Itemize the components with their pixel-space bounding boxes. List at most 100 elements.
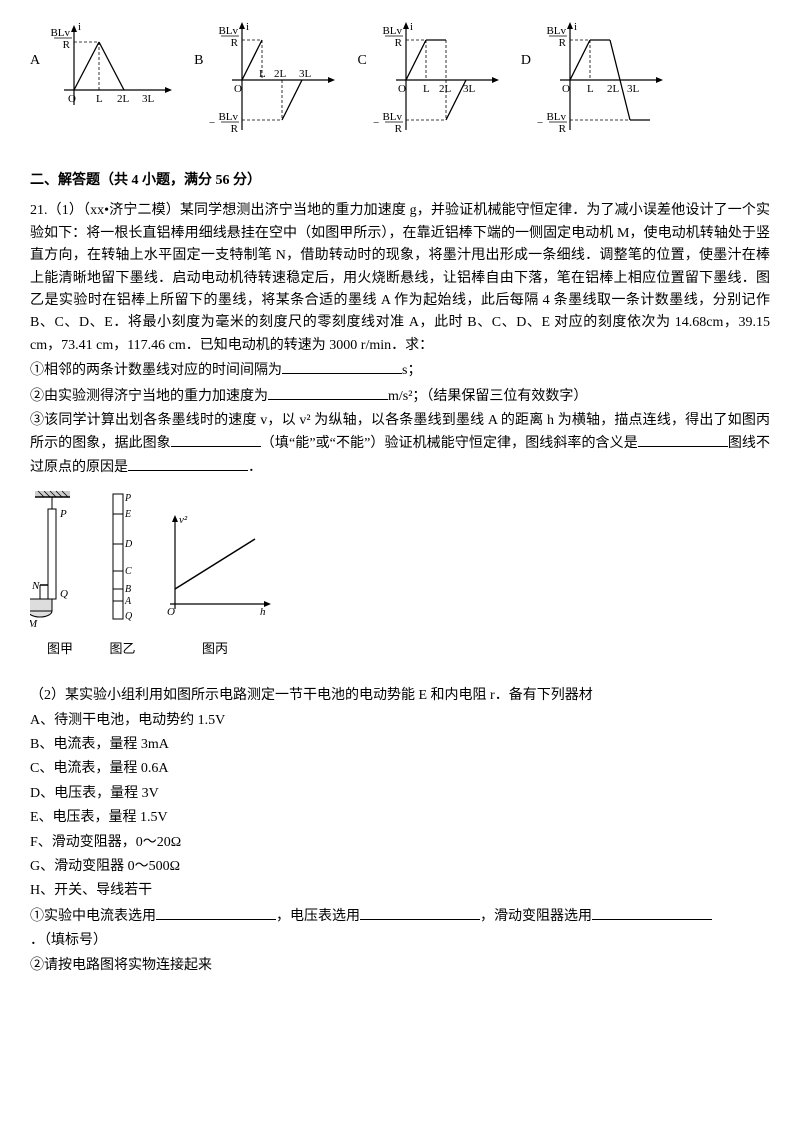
option-a-graph: BLv R i O L 2L 3L (44, 20, 174, 140)
svg-text:−: − (373, 117, 379, 129)
svg-text:2L: 2L (607, 83, 620, 95)
item-A: A、待测干电池，电动势约 1.5V (30, 710, 770, 732)
q21-1-unit: s； (402, 363, 421, 378)
part2-q2: ②请按电路图将实物连接起来 (30, 955, 770, 977)
svg-text:h: h (260, 606, 266, 618)
multiple-choice-options: A BLv R i O L 2L 3L B BLv (30, 20, 770, 140)
option-a-label: A (30, 50, 40, 72)
svg-text:O: O (167, 606, 175, 618)
svg-text:3L: 3L (299, 68, 312, 80)
svg-text:N: N (31, 580, 40, 592)
item-D: D、电压表，量程 3V (30, 783, 770, 805)
svg-text:M: M (30, 618, 38, 629)
svg-text:BLv: BLv (382, 111, 402, 123)
svg-text:2L: 2L (117, 93, 130, 105)
svg-text:E: E (124, 509, 131, 520)
caption-jia: 图甲 (30, 639, 90, 660)
option-b: B BLv R BLv R − i O L 2L 3L (194, 20, 337, 140)
svg-text:BLv: BLv (546, 25, 566, 37)
caption-yi: 图乙 (105, 639, 140, 660)
svg-text:−: − (537, 117, 543, 129)
svg-text:P: P (59, 508, 67, 520)
svg-text:3L: 3L (627, 83, 640, 95)
svg-text:L: L (259, 68, 266, 80)
q21-3d: ． (248, 460, 262, 475)
svg-text:BLv: BLv (219, 111, 239, 123)
option-c-graph: BLv R BLv R − i O L 2L 3L (371, 20, 501, 140)
svg-text:R: R (394, 123, 402, 135)
svg-text:O: O (68, 93, 76, 105)
blank-ammeter[interactable] (156, 905, 276, 920)
blank-can[interactable] (171, 432, 261, 447)
option-c: C BLv R BLv R − i O L 2L 3L (357, 20, 500, 140)
item-F: F、滑动变阻器，0～20Ω (30, 832, 770, 854)
q21-sub2: ②由实验测得济宁当地的重力加速度为 m/s²；（结果保留三位有效数字） (30, 385, 770, 408)
svg-text:Q: Q (60, 588, 68, 600)
svg-text:P: P (124, 493, 131, 504)
blank-rheostat[interactable] (592, 905, 712, 920)
svg-text:i: i (574, 21, 577, 33)
svg-text:2L: 2L (439, 83, 452, 95)
q21-2-unit: m/s²；（结果保留三位有效数字） (388, 389, 587, 404)
q21-1-text: ①相邻的两条计数墨线对应的时间间隔为 (30, 363, 282, 378)
svg-text:O: O (398, 83, 406, 95)
section-2-title: 二、解答题（共 4 小题，满分 56 分） (30, 170, 770, 192)
item-G: G、滑动变阻器 0～500Ω (30, 856, 770, 878)
part2-items: A、待测干电池，电动势约 1.5V B、电流表，量程 3mA C、电流表，量程 … (30, 710, 770, 903)
svg-text:3L: 3L (463, 83, 476, 95)
part2-q1: ①实验中电流表选用 ，电压表选用 ，滑动变阻器选用 (30, 905, 770, 928)
svg-text:B: B (125, 584, 131, 595)
q21-sub1: ①相邻的两条计数墨线对应的时间间隔为 s； (30, 359, 770, 382)
option-d: D BLv R BLv R − i O L 2L 3L (521, 20, 665, 140)
caption-bing: 图丙 (155, 639, 275, 660)
blank-slope[interactable] (638, 432, 728, 447)
option-d-label: D (521, 50, 531, 72)
q21-3b: （填“能”或“不能”）验证机械能守恒定律，图线斜率的含义是 (261, 436, 638, 451)
blank-time[interactable] (282, 359, 402, 374)
option-c-label: C (357, 50, 366, 72)
p2q1a: ①实验中电流表选用 (30, 909, 156, 924)
item-B: B、电流表，量程 3mA (30, 734, 770, 756)
option-a: A BLv R i O L 2L 3L (30, 20, 174, 140)
option-d-graph: BLv R BLv R − i O L 2L 3L (535, 20, 665, 140)
svg-text:O: O (562, 83, 570, 95)
q21-sub3: ③该同学计算出划各条墨线时的速度 v，以 v² 为纵轴，以各条墨线到墨线 A 的… (30, 410, 770, 479)
svg-text:D: D (124, 539, 133, 550)
svg-text:BLv: BLv (382, 25, 402, 37)
svg-text:C: C (125, 566, 132, 577)
svg-text:L: L (587, 83, 594, 95)
svg-text:i: i (410, 21, 413, 33)
figure-yi: P E D C B A Q 图乙 (105, 489, 140, 660)
item-H: H、开关、导线若干 (30, 880, 770, 902)
svg-text:v²: v² (179, 514, 188, 526)
svg-text:L: L (96, 93, 103, 105)
blank-g[interactable] (268, 385, 388, 400)
svg-text:O: O (234, 83, 242, 95)
svg-text:BLv: BLv (219, 25, 239, 37)
q21-2-text: ②由实验测得济宁当地的重力加速度为 (30, 389, 268, 404)
svg-text:R: R (231, 37, 239, 49)
svg-text:BLv: BLv (546, 111, 566, 123)
option-b-graph: BLv R BLv R − i O L 2L 3L (207, 20, 337, 140)
blank-voltmeter[interactable] (360, 905, 480, 920)
svg-text:R: R (63, 39, 71, 51)
q21-text: 21.（1）（xx•济宁二模）某同学想测出济宁当地的重力加速度 g，并验证机械能… (30, 200, 770, 357)
svg-text:R: R (559, 123, 567, 135)
option-b-label: B (194, 50, 203, 72)
p2q1d: ．（填标号） (30, 930, 770, 952)
item-C: C、电流表，量程 0.6A (30, 758, 770, 780)
svg-text:Q: Q (125, 611, 133, 622)
figure-bing: v² O h 图丙 (155, 509, 275, 660)
p2q1c: ，滑动变阻器选用 (480, 909, 592, 924)
svg-text:2L: 2L (274, 68, 287, 80)
p2q1b: ，电压表选用 (276, 909, 360, 924)
part2-intro: （2）某实验小组利用如图所示电路测定一节干电池的电动势能 E 和内电阻 r．备有… (30, 685, 770, 707)
svg-text:R: R (394, 37, 402, 49)
blank-origin[interactable] (128, 456, 248, 471)
figures-row: P Q N M 图甲 P E D C B A Q 图乙 (30, 489, 770, 660)
item-E: E、电压表，量程 1.5V (30, 807, 770, 829)
svg-text:R: R (559, 37, 567, 49)
svg-text:−: − (209, 117, 215, 129)
svg-text:3L: 3L (142, 93, 155, 105)
svg-text:L: L (423, 83, 430, 95)
